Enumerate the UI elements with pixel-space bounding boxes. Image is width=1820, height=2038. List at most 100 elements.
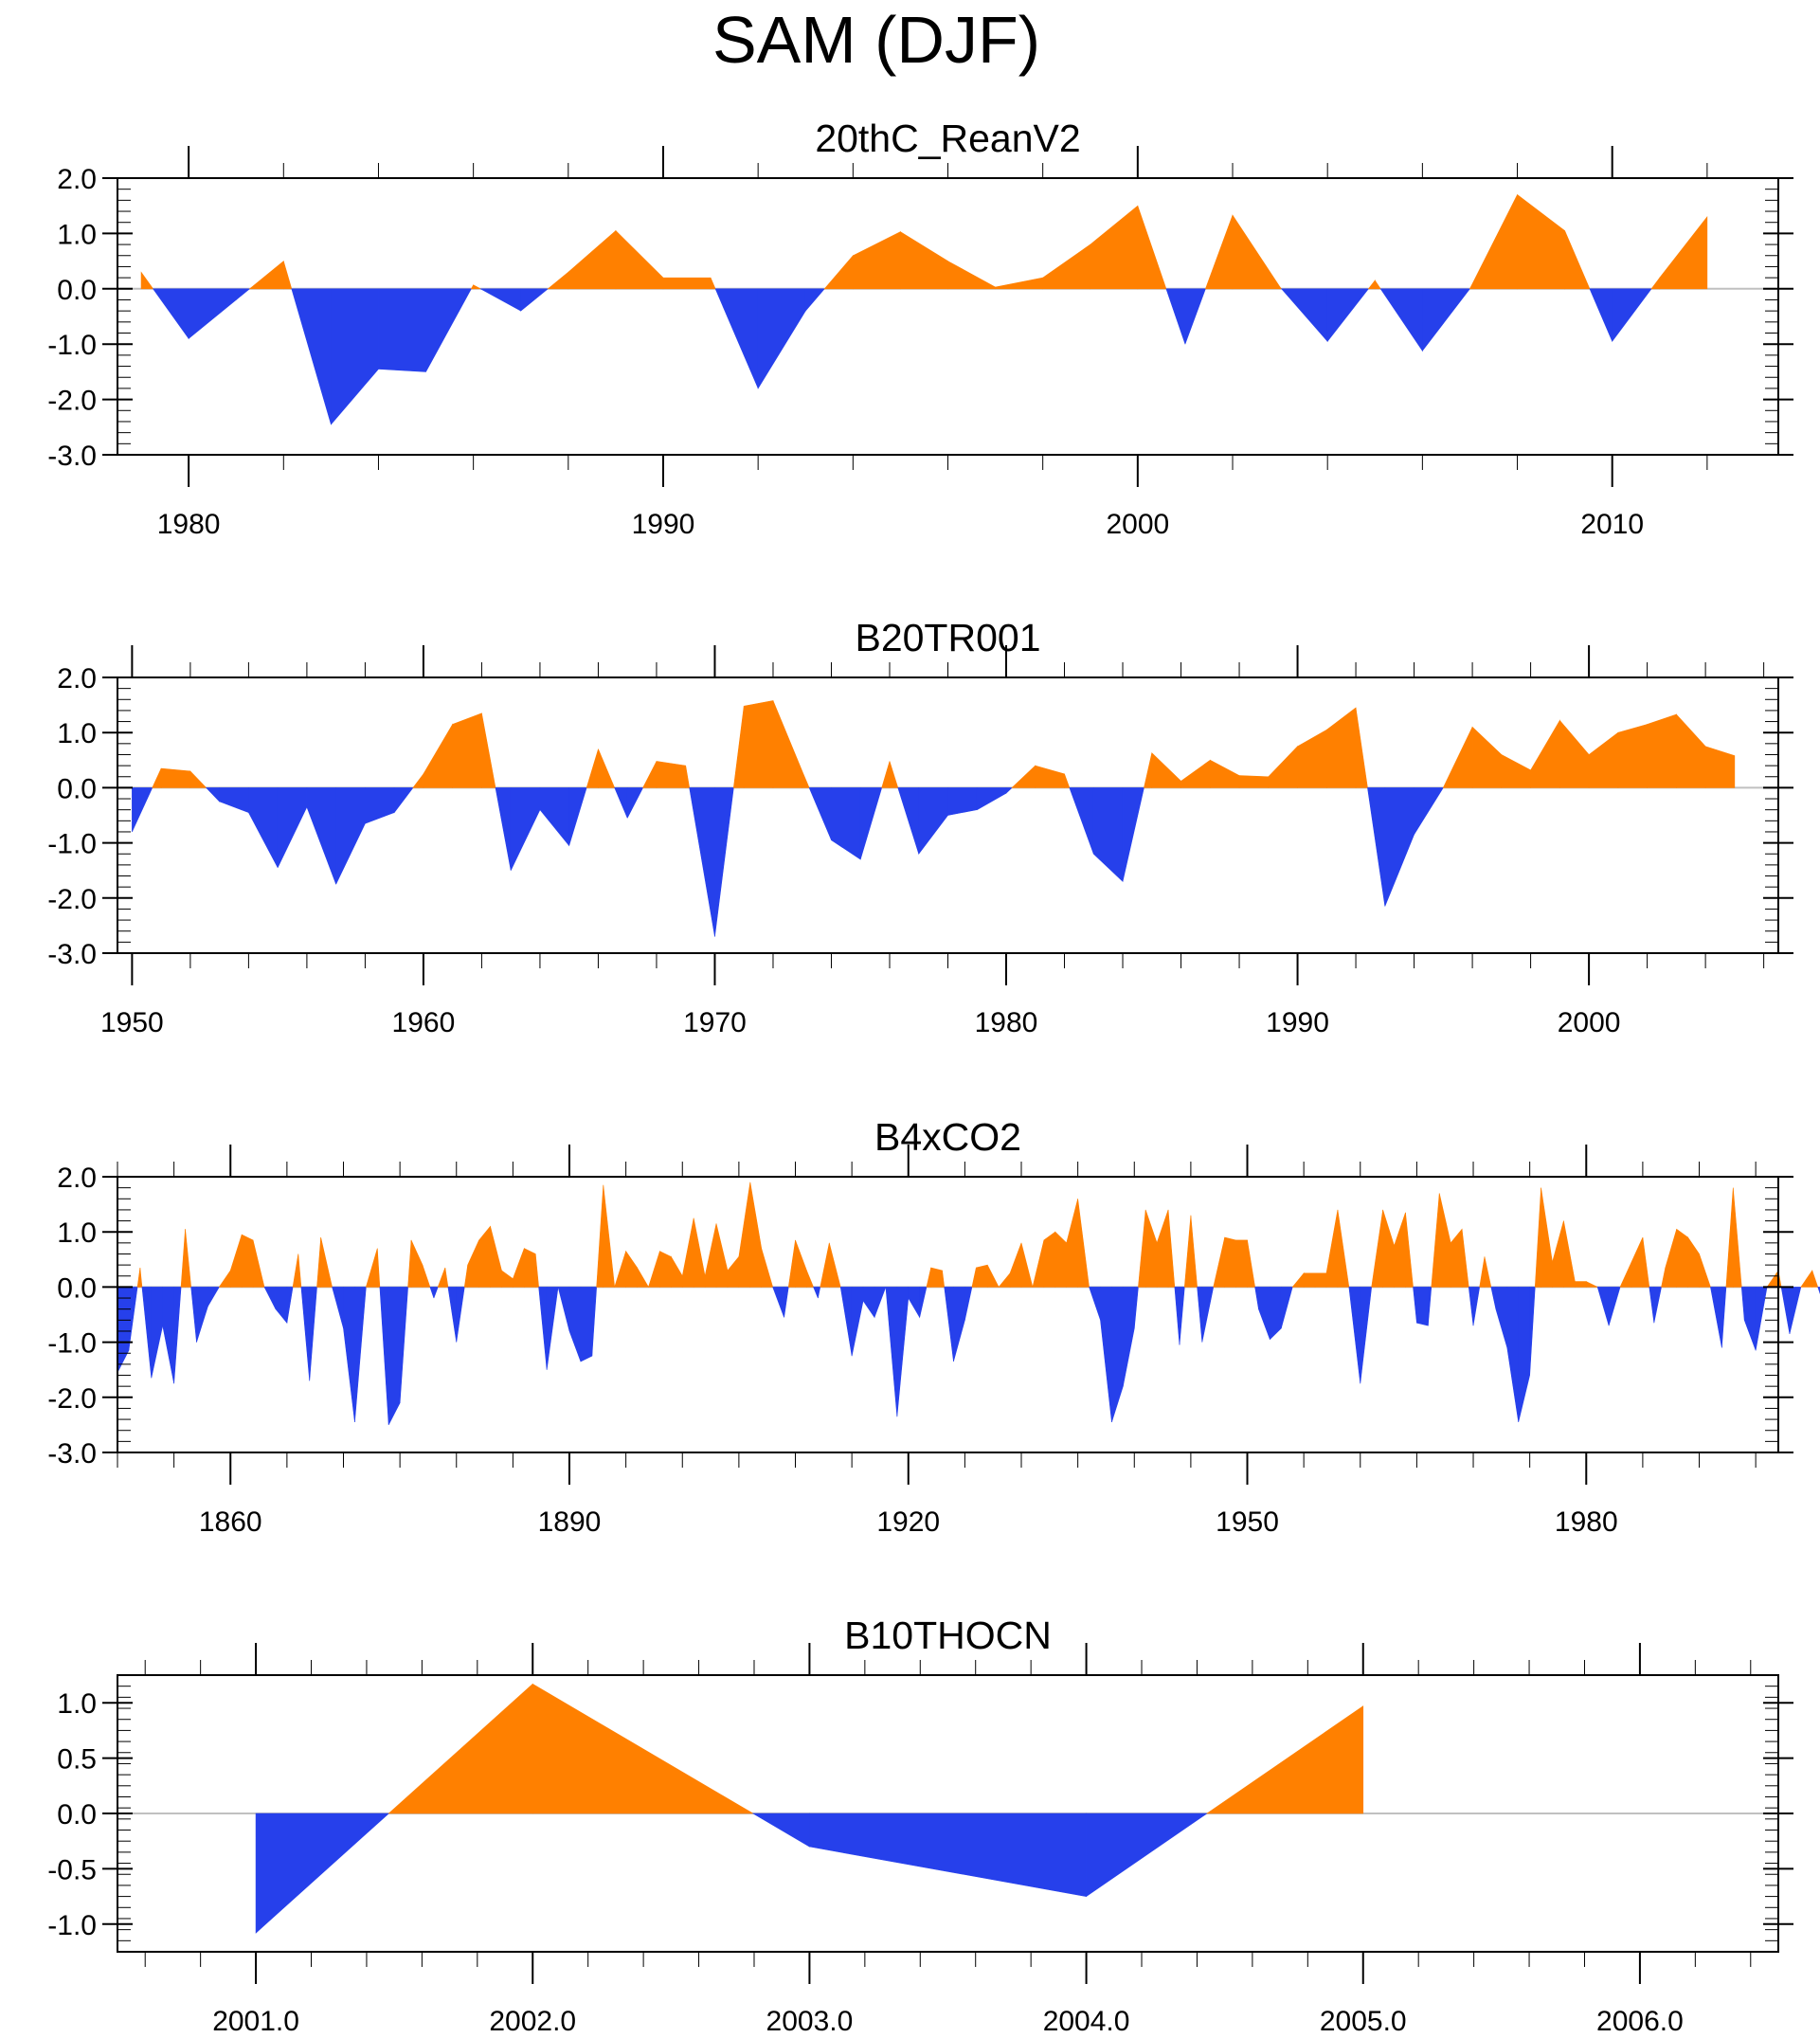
- positive-area: [727, 1255, 740, 1288]
- positive-area: [986, 1264, 1000, 1288]
- positive-area: [437, 1267, 446, 1288]
- positive-area: [1647, 713, 1677, 788]
- positive-area: [1213, 1236, 1225, 1288]
- negative-area: [141, 1287, 153, 1379]
- x-tick-label: 1990: [632, 509, 695, 540]
- positive-area: [881, 761, 891, 788]
- negative-area: [433, 1287, 439, 1299]
- positive-area: [1394, 1212, 1406, 1288]
- y-tick-label: -2.0: [47, 884, 97, 915]
- positive-area: [603, 1184, 616, 1288]
- negative-area: [714, 787, 734, 937]
- x-tick-label: 1980: [1555, 1506, 1618, 1538]
- negative-area: [365, 787, 395, 824]
- positive-area: [1733, 1187, 1742, 1288]
- positive-area: [1144, 752, 1153, 788]
- positive-area: [185, 1229, 191, 1288]
- negative-area: [300, 1287, 311, 1381]
- x-tick-label: 1860: [199, 1506, 262, 1538]
- positive-area: [282, 261, 293, 290]
- positive-area: [795, 1239, 807, 1288]
- negative-area: [1270, 1287, 1282, 1341]
- negative-area: [1254, 1287, 1259, 1309]
- negative-area: [1529, 1287, 1536, 1376]
- negative-area: [425, 288, 472, 372]
- positive-area: [534, 1253, 539, 1288]
- negative-area: [275, 1287, 288, 1325]
- negative-area: [1780, 1287, 1791, 1334]
- panel-3: B4xCO2 2.0 1.0 0.0 -1.0 -2.0 -3.0 1860 1890 1920 1…: [47, 1115, 1820, 1538]
- negative-area: [190, 1287, 197, 1343]
- positive-area: [139, 1267, 143, 1288]
- positive-area: [1541, 1187, 1553, 1288]
- negative-area: [859, 787, 883, 860]
- negative-area: [1596, 1287, 1610, 1326]
- y-tick-label: -3.0: [47, 1438, 97, 1470]
- negative-area: [851, 1287, 864, 1357]
- negative-area: [309, 1287, 317, 1381]
- positive-area: [1032, 1239, 1045, 1288]
- positive-area: [241, 1234, 254, 1288]
- positive-area: [806, 1270, 815, 1288]
- positive-area: [1137, 206, 1167, 290]
- negative-area: [520, 288, 550, 312]
- positive-area: [1517, 193, 1565, 290]
- negative-area: [263, 1287, 277, 1309]
- positive-area: [1224, 1236, 1236, 1288]
- negative-area: [1005, 787, 1013, 794]
- positive-area: [248, 260, 284, 290]
- positive-area: [1631, 1236, 1644, 1288]
- positive-area: [1564, 230, 1591, 290]
- y-tick-label: 0.5: [57, 1744, 97, 1776]
- negative-area: [1428, 1287, 1433, 1326]
- negative-area: [1360, 1287, 1373, 1384]
- positive-area: [802, 770, 810, 788]
- negative-area: [538, 1287, 548, 1370]
- positive-area: [410, 1239, 423, 1288]
- y-tick-label: -1.0: [47, 1910, 97, 1941]
- positive-area: [1676, 1228, 1688, 1288]
- positive-area: [995, 277, 1043, 290]
- positive-area: [1563, 1220, 1576, 1288]
- positive-area: [140, 271, 154, 290]
- positive-area: [1800, 1269, 1813, 1288]
- negative-area: [447, 1287, 458, 1343]
- negative-area: [1743, 1287, 1757, 1351]
- negative-area: [162, 1287, 174, 1384]
- negative-area: [808, 787, 832, 840]
- positive-area: [568, 229, 617, 290]
- positive-area: [1090, 205, 1139, 290]
- plot-frame: [117, 1176, 1779, 1453]
- negative-area: [219, 787, 249, 814]
- positive-area: [1035, 765, 1065, 788]
- positive-area: [1687, 1236, 1700, 1288]
- negative-area: [255, 1813, 390, 1934]
- positive-area: [681, 1217, 694, 1288]
- positive-area: [1442, 727, 1473, 788]
- positive-area: [1011, 765, 1036, 788]
- negative-area: [1608, 1287, 1621, 1326]
- positive-area: [1617, 724, 1648, 788]
- negative-area: [947, 787, 978, 816]
- positive-area: [1190, 1215, 1198, 1288]
- negative-area: [343, 1287, 355, 1423]
- positive-area: [828, 1242, 841, 1288]
- positive-area: [926, 1267, 931, 1288]
- positive-area: [693, 1217, 706, 1288]
- positive-area: [316, 1236, 321, 1288]
- x-tick-label: 1950: [100, 1007, 164, 1038]
- negative-area: [277, 787, 308, 868]
- positive-area: [787, 1239, 796, 1288]
- negative-area: [429, 1287, 435, 1299]
- positive-area: [1704, 746, 1736, 788]
- positive-area: [1575, 1281, 1587, 1288]
- positive-area: [189, 770, 207, 788]
- positive-area: [586, 748, 599, 788]
- positive-area: [387, 1683, 533, 1814]
- positive-area: [1374, 280, 1381, 290]
- negative-area: [813, 1287, 819, 1299]
- negative-area: [495, 787, 512, 871]
- negative-area: [306, 787, 336, 885]
- y-tick-label: 1.0: [57, 718, 97, 749]
- y-tick-label: 2.0: [57, 164, 97, 195]
